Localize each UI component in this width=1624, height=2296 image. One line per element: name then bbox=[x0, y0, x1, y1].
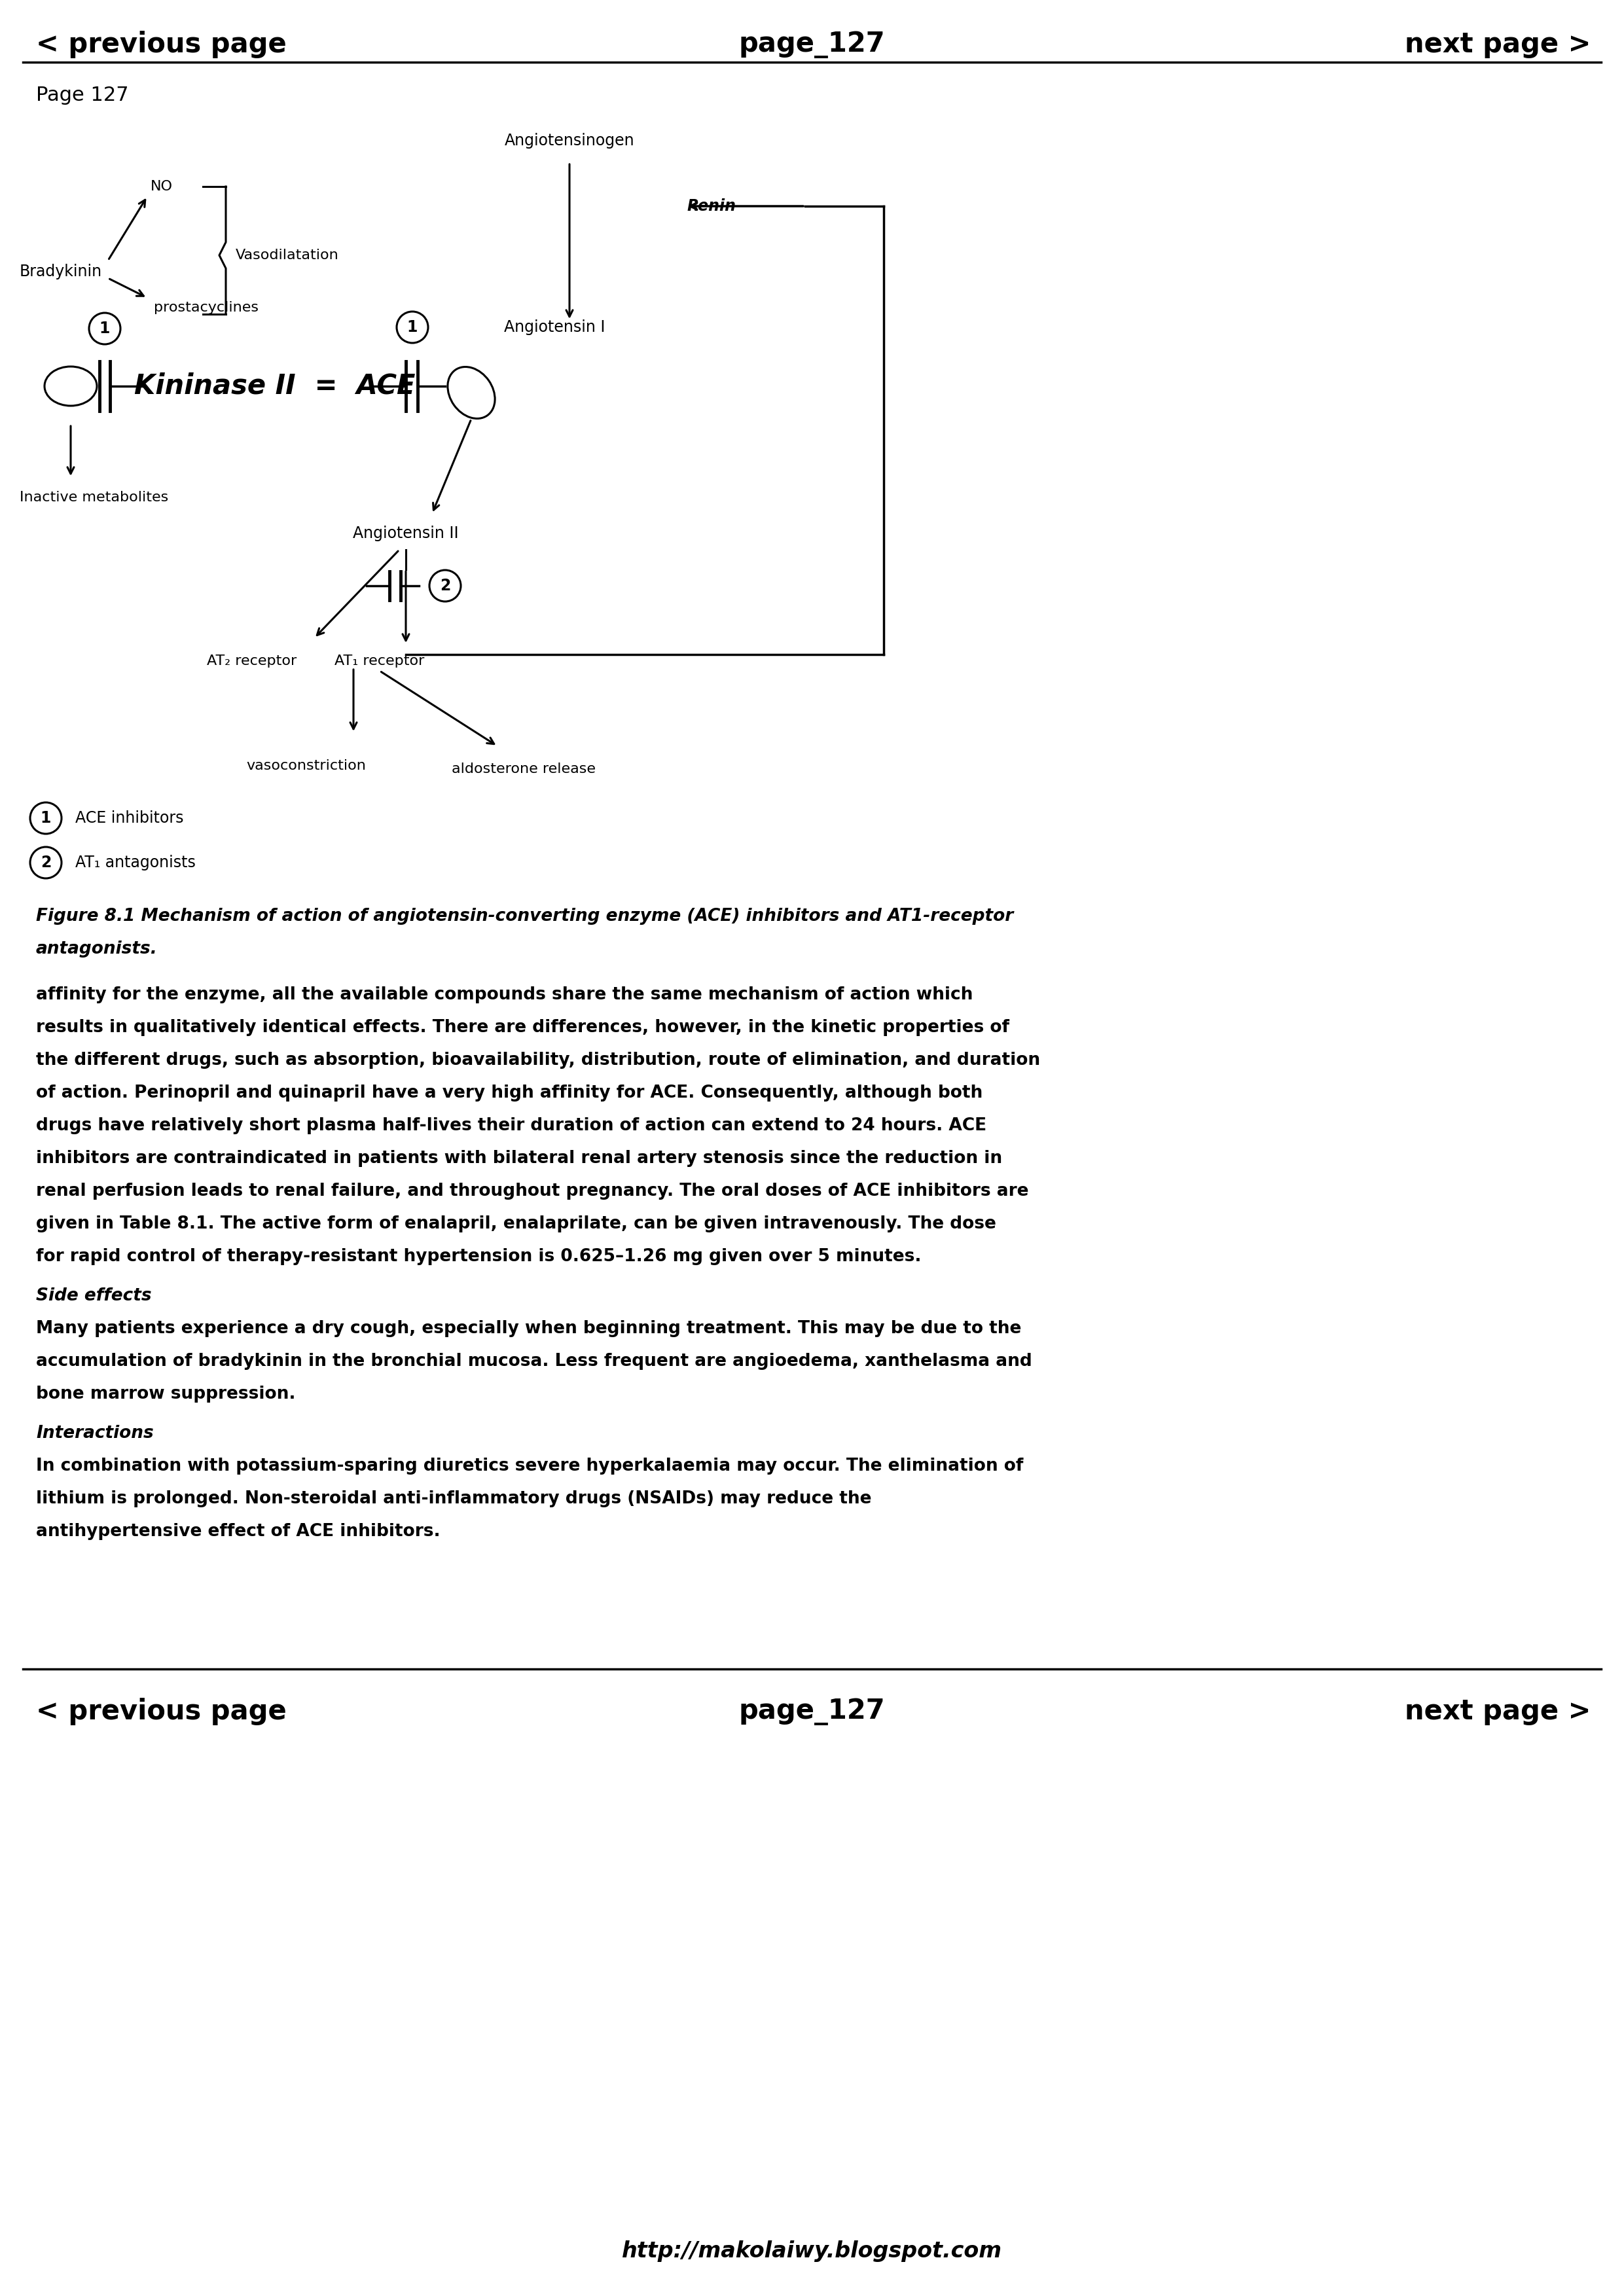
Text: vasoconstriction: vasoconstriction bbox=[247, 760, 365, 771]
Text: 1: 1 bbox=[99, 321, 110, 338]
Text: bone marrow suppression.: bone marrow suppression. bbox=[36, 1384, 296, 1403]
Text: aldosterone release: aldosterone release bbox=[451, 762, 596, 776]
Text: 2: 2 bbox=[440, 579, 450, 595]
Text: results in qualitatively identical effects. There are differences, however, in t: results in qualitatively identical effec… bbox=[36, 1019, 1010, 1035]
Text: accumulation of bradykinin in the bronchial mucosa. Less frequent are angioedema: accumulation of bradykinin in the bronch… bbox=[36, 1352, 1033, 1371]
Text: Bradykinin: Bradykinin bbox=[19, 264, 102, 280]
Text: In combination with potassium-sparing diuretics severe hyperkalaemia may occur. : In combination with potassium-sparing di… bbox=[36, 1458, 1023, 1474]
Text: 1: 1 bbox=[408, 319, 417, 335]
Text: 1: 1 bbox=[41, 810, 52, 827]
Text: next page >: next page > bbox=[1405, 30, 1590, 57]
Text: AT₁ antagonists: AT₁ antagonists bbox=[75, 854, 195, 870]
Text: the different drugs, such as absorption, bioavailability, distribution, route of: the different drugs, such as absorption,… bbox=[36, 1052, 1041, 1070]
Text: next page >: next page > bbox=[1405, 1697, 1590, 1724]
Text: of action. Perinopril and quinapril have a very high affinity for ACE. Consequen: of action. Perinopril and quinapril have… bbox=[36, 1084, 983, 1102]
Text: 2: 2 bbox=[41, 854, 52, 870]
Text: inhibitors are contraindicated in patients with bilateral renal artery stenosis : inhibitors are contraindicated in patien… bbox=[36, 1150, 1002, 1166]
Text: Vasodilatation: Vasodilatation bbox=[235, 248, 339, 262]
Text: Angiotensinogen: Angiotensinogen bbox=[505, 133, 635, 149]
Text: antihypertensive effect of ACE inhibitors.: antihypertensive effect of ACE inhibitor… bbox=[36, 1522, 440, 1541]
Text: Angiotensin I: Angiotensin I bbox=[503, 319, 606, 335]
Text: drugs have relatively short plasma half-lives their duration of action can exten: drugs have relatively short plasma half-… bbox=[36, 1118, 986, 1134]
Text: affinity for the enzyme, all the available compounds share the same mechanism of: affinity for the enzyme, all the availab… bbox=[36, 987, 973, 1003]
Text: prostacyclines: prostacyclines bbox=[154, 301, 258, 315]
Text: page_127: page_127 bbox=[739, 30, 885, 57]
Text: Side effects: Side effects bbox=[36, 1288, 151, 1304]
Text: Kininase II  =  ACE: Kininase II = ACE bbox=[135, 372, 416, 400]
Text: AT₁ receptor: AT₁ receptor bbox=[335, 654, 424, 668]
Text: NO: NO bbox=[151, 179, 172, 193]
Text: < previous page: < previous page bbox=[36, 1697, 286, 1724]
Text: AT₂ receptor: AT₂ receptor bbox=[208, 654, 297, 668]
Text: < previous page: < previous page bbox=[36, 30, 286, 57]
Text: Renin: Renin bbox=[687, 197, 736, 214]
Text: Many patients experience a dry cough, especially when beginning treatment. This : Many patients experience a dry cough, es… bbox=[36, 1320, 1021, 1336]
Text: for rapid control of therapy-resistant hypertension is 0.625–1.26 mg given over : for rapid control of therapy-resistant h… bbox=[36, 1249, 921, 1265]
Text: given in Table 8.1. The active form of enalapril, enalaprilate, can be given int: given in Table 8.1. The active form of e… bbox=[36, 1215, 996, 1233]
Text: Page 127: Page 127 bbox=[36, 85, 128, 103]
Text: renal perfusion leads to renal failure, and throughout pregnancy. The oral doses: renal perfusion leads to renal failure, … bbox=[36, 1182, 1028, 1201]
Text: Angiotensin II: Angiotensin II bbox=[352, 526, 458, 542]
Text: http://makolaiwy.blogspot.com: http://makolaiwy.blogspot.com bbox=[622, 2241, 1002, 2262]
Text: lithium is prolonged. Non-steroidal anti-inflammatory drugs (NSAIDs) may reduce : lithium is prolonged. Non-steroidal anti… bbox=[36, 1490, 872, 1506]
Text: Figure 8.1 Mechanism of action of angiotensin-converting enzyme (ACE) inhibitors: Figure 8.1 Mechanism of action of angiot… bbox=[36, 907, 1013, 925]
Text: Inactive metabolites: Inactive metabolites bbox=[19, 491, 169, 503]
Text: page_127: page_127 bbox=[739, 1697, 885, 1724]
Text: antagonists.: antagonists. bbox=[36, 941, 158, 957]
Text: ACE inhibitors: ACE inhibitors bbox=[75, 810, 184, 827]
Text: Interactions: Interactions bbox=[36, 1426, 154, 1442]
